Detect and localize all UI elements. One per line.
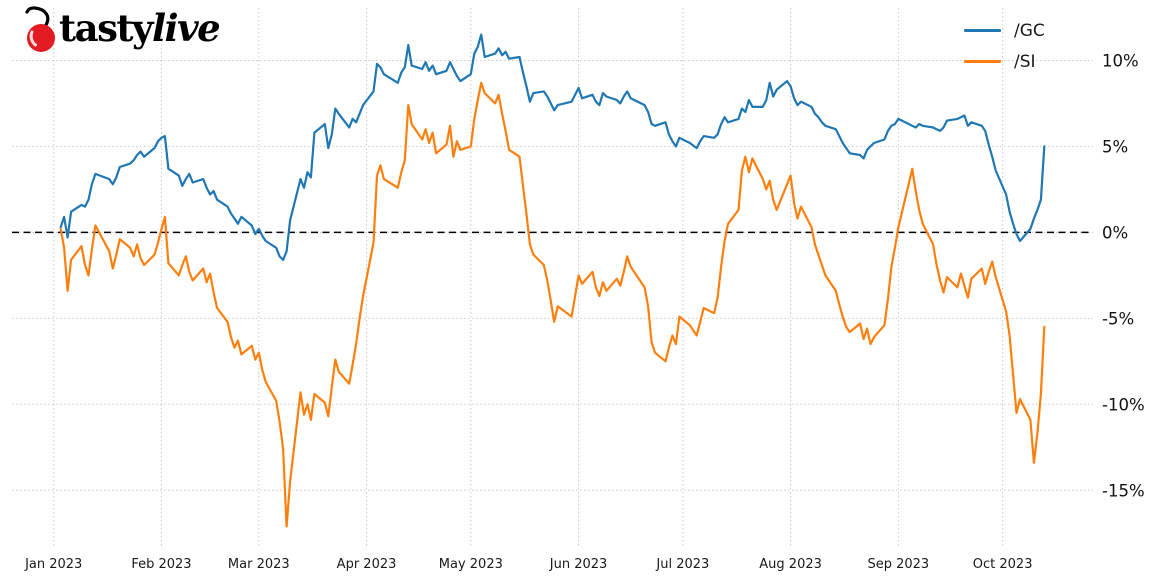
legend-entry-si: /SI	[964, 46, 1045, 77]
gc-line-swatch	[964, 29, 1001, 32]
tastylive-logo: tastylive	[14, 4, 221, 54]
brand-text: tastylive	[59, 4, 221, 52]
gc-legend-label: /GC	[1014, 20, 1045, 41]
x-tick-label: Jul 2023	[655, 557, 709, 572]
x-tick-label: Jan 2023	[24, 557, 82, 572]
x-tick-label: Jun 2023	[549, 557, 608, 572]
gc-line	[59, 33, 1046, 261]
cherry-highlight	[29, 30, 37, 47]
si-line-swatch	[964, 60, 1001, 63]
legend-entry-gc: /GC	[964, 15, 1045, 46]
x-tick-label: Oct 2023	[973, 557, 1033, 572]
cherry-stem	[25, 6, 50, 27]
chart-legend: /GC /SI	[964, 15, 1045, 77]
brand-suffix: live	[152, 6, 221, 50]
x-tick-label: May 2023	[439, 557, 503, 572]
x-tick-label: Feb 2023	[131, 557, 191, 572]
y-tick-label: 5%	[1102, 137, 1128, 156]
y-tick-label: -5%	[1102, 309, 1134, 328]
y-tick-label: -15%	[1102, 481, 1145, 500]
x-tick-label: Apr 2023	[337, 557, 397, 572]
brand-prefix: tasty	[59, 6, 154, 50]
y-tick-label: -10%	[1102, 395, 1145, 414]
x-tick-label: Sep 2023	[867, 557, 929, 572]
cherry-icon	[25, 6, 55, 52]
x-tick-label: Mar 2023	[228, 557, 290, 572]
y-tick-label: 0%	[1102, 223, 1128, 242]
y-tick-label: 10%	[1102, 51, 1139, 70]
x-tick-label: Aug 2023	[759, 557, 822, 572]
si-legend-label: /SI	[1014, 51, 1036, 72]
si-line	[59, 81, 1046, 528]
